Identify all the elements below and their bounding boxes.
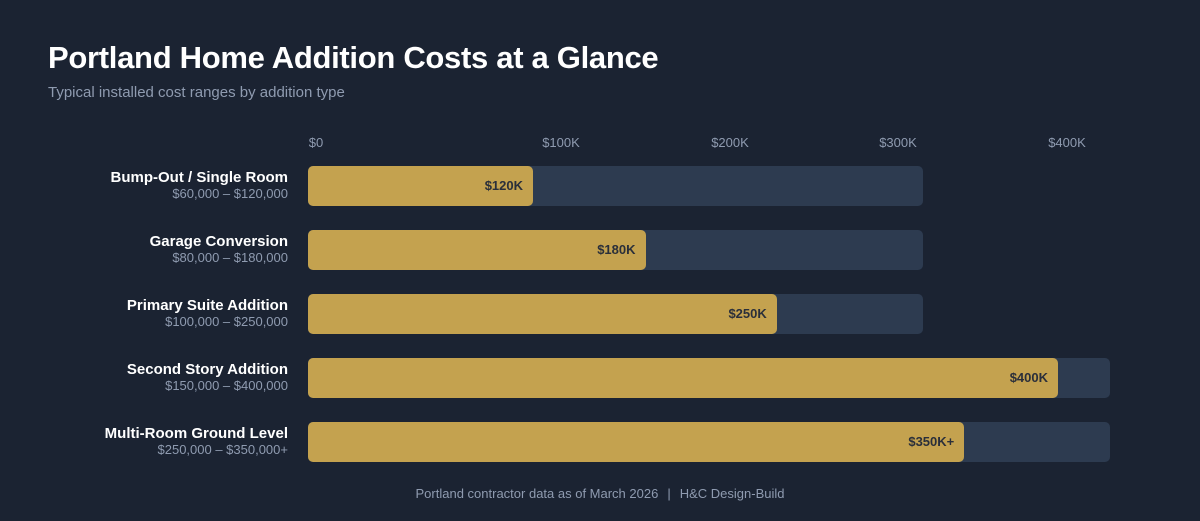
chart-subtitle: Typical installed cost ranges by additio… — [48, 84, 345, 101]
x-tick-label: $200K — [711, 135, 749, 150]
category-range: $150,000 – $400,000 — [165, 378, 288, 393]
chart-title: Portland Home Addition Costs at a Glance — [48, 40, 659, 75]
footer-source: Portland contractor data as of March 202… — [415, 486, 659, 501]
category-label: Garage Conversion $80,000 – $180,000 — [150, 233, 288, 266]
bar: $180K — [308, 230, 646, 270]
bar-value-label: $250K — [728, 306, 767, 321]
category-range: $250,000 – $350,000+ — [157, 442, 289, 457]
category-label: Primary Suite Addition $100,000 – $250,0… — [127, 297, 288, 330]
bar-value-label: $350K+ — [908, 434, 955, 449]
bar-row: Multi-Room Ground Level $250,000 – $350,… — [0, 422, 1200, 462]
bar: $400K — [308, 358, 1058, 398]
category-range: $100,000 – $250,000 — [165, 314, 288, 329]
category-name: Bump-Out / Single Room — [110, 169, 289, 186]
category-range: $80,000 – $180,000 — [172, 250, 288, 265]
category-range: $60,000 – $120,000 — [172, 186, 288, 201]
category-name: Garage Conversion — [149, 233, 288, 250]
bar-row: Second Story Addition $150,000 – $400,00… — [0, 358, 1200, 398]
x-tick-label: $100K — [542, 135, 580, 150]
category-label: Second Story Addition $150,000 – $400,00… — [127, 361, 288, 394]
category-name: Multi-Room Ground Level — [104, 425, 288, 442]
bar-row: Primary Suite Addition $100,000 – $250,0… — [0, 294, 1200, 334]
bar-row: Bump-Out / Single Room $60,000 – $120,00… — [0, 166, 1200, 206]
footer-separator: | — [667, 486, 671, 501]
category-label: Bump-Out / Single Room $60,000 – $120,00… — [111, 169, 289, 202]
category-name: Primary Suite Addition — [126, 297, 288, 314]
bar: $250K — [308, 294, 777, 334]
footer: Portland contractor data as of March 202… — [0, 486, 1200, 501]
x-tick-label: $400K — [1048, 135, 1086, 150]
category-label: Multi-Room Ground Level $250,000 – $350,… — [105, 425, 288, 458]
x-tick-label: $300K — [879, 135, 917, 150]
bar: $350K+ — [308, 422, 965, 462]
bar: $120K — [308, 166, 533, 206]
bar-value-label: $120K — [484, 178, 523, 193]
bar-value-label: $180K — [597, 242, 636, 257]
x-tick-label: $0 — [308, 135, 324, 150]
category-name: Second Story Addition — [126, 361, 288, 378]
bar-value-label: $400K — [1009, 370, 1048, 385]
bar-row: Garage Conversion $80,000 – $180,000 $18… — [0, 230, 1200, 270]
footer-brand: H&C Design-Build — [679, 486, 785, 501]
